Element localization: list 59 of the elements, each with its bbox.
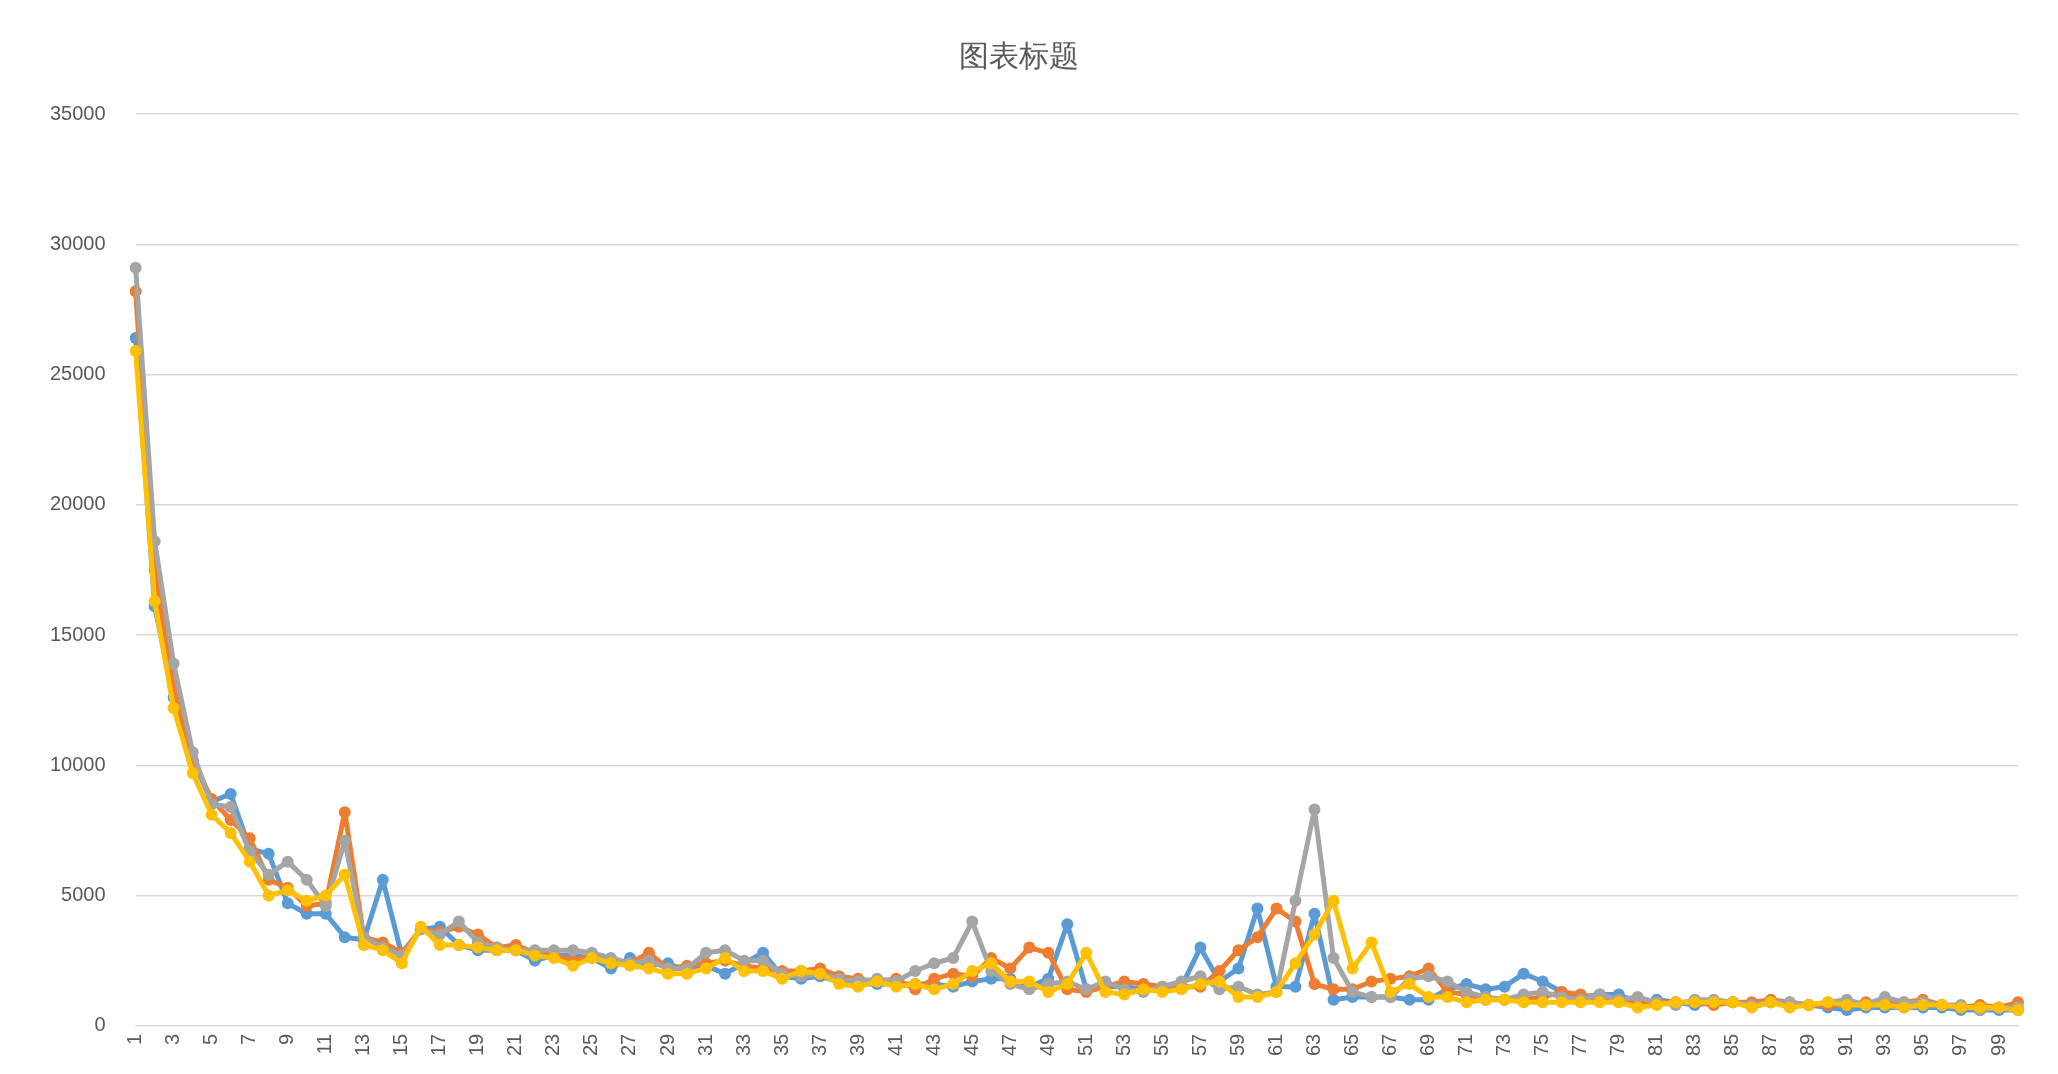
- x-tick-label: 75: [1530, 1033, 1553, 1056]
- x-tick-label: 7: [237, 1033, 260, 1045]
- y-tick-label: 10000: [49, 752, 106, 775]
- x-tick-label: 39: [845, 1033, 868, 1056]
- x-tick-label: 3: [161, 1033, 184, 1045]
- x-tick-label: 13: [351, 1033, 374, 1056]
- y-tick-label: 35000: [49, 101, 106, 124]
- x-tick-label: 91: [1834, 1033, 1857, 1056]
- x-tick-label: 83: [1682, 1033, 1705, 1056]
- x-tick-label: 21: [503, 1033, 526, 1056]
- x-tick-label: 15: [389, 1033, 412, 1056]
- x-tick-label: 59: [1225, 1033, 1248, 1056]
- x-tick-label: 23: [541, 1033, 564, 1056]
- y-tick-label: 25000: [49, 362, 106, 385]
- x-tick-label: 9: [275, 1033, 298, 1045]
- x-tick-label: 77: [1568, 1033, 1591, 1056]
- x-tick-label: 51: [1073, 1033, 1096, 1056]
- chart-title: 图表标题: [959, 39, 1079, 73]
- x-tick-label: 11: [313, 1033, 336, 1055]
- x-tick-label: 69: [1416, 1033, 1439, 1056]
- y-tick-label: 15000: [49, 622, 106, 645]
- x-tick-label: 95: [1910, 1033, 1933, 1056]
- x-tick-label: 97: [1948, 1033, 1971, 1056]
- x-tick-label: 27: [617, 1033, 640, 1056]
- x-tick-label: 65: [1340, 1033, 1363, 1056]
- x-tick-label: 41: [883, 1033, 906, 1056]
- x-tick-label: 33: [731, 1033, 754, 1056]
- x-tick-label: 79: [1606, 1033, 1629, 1056]
- x-tick-label: 73: [1492, 1033, 1515, 1056]
- y-tick-label: 0: [94, 1013, 106, 1036]
- x-tick-label: 17: [427, 1033, 450, 1056]
- x-tick-label: 49: [1035, 1033, 1058, 1056]
- x-tick-label: 87: [1758, 1033, 1781, 1056]
- x-tick-label: 85: [1720, 1033, 1743, 1056]
- x-tick-label: 71: [1454, 1033, 1477, 1056]
- x-tick-label: 63: [1302, 1033, 1324, 1056]
- x-tick-label: 53: [1111, 1033, 1134, 1056]
- x-tick-label: 31: [693, 1033, 716, 1056]
- x-tick-label: 45: [959, 1033, 982, 1056]
- x-tick-label: 47: [997, 1033, 1020, 1056]
- x-tick-label: 43: [921, 1033, 944, 1056]
- x-tick-label: 89: [1796, 1033, 1819, 1056]
- y-tick-label: 30000: [49, 231, 106, 254]
- x-tick-label: 81: [1644, 1033, 1667, 1056]
- x-tick-label: 5: [199, 1033, 222, 1045]
- y-tick-label: 20000: [49, 492, 106, 515]
- x-tick-label: 35: [769, 1033, 792, 1056]
- x-tick-label: 37: [807, 1033, 830, 1056]
- x-tick-label: 61: [1263, 1033, 1286, 1056]
- x-tick-label: 93: [1872, 1033, 1895, 1056]
- x-tick-label: 55: [1149, 1033, 1172, 1056]
- y-tick-label: 5000: [61, 883, 106, 906]
- x-tick-label: 1: [123, 1033, 146, 1045]
- x-tick-label: 25: [579, 1033, 602, 1056]
- x-tick-label: 19: [465, 1033, 488, 1056]
- x-tick-label: 67: [1378, 1033, 1401, 1056]
- x-tick-label: 57: [1187, 1033, 1210, 1056]
- x-tick-label: 99: [1986, 1033, 2009, 1056]
- x-tick-label: 29: [655, 1033, 678, 1056]
